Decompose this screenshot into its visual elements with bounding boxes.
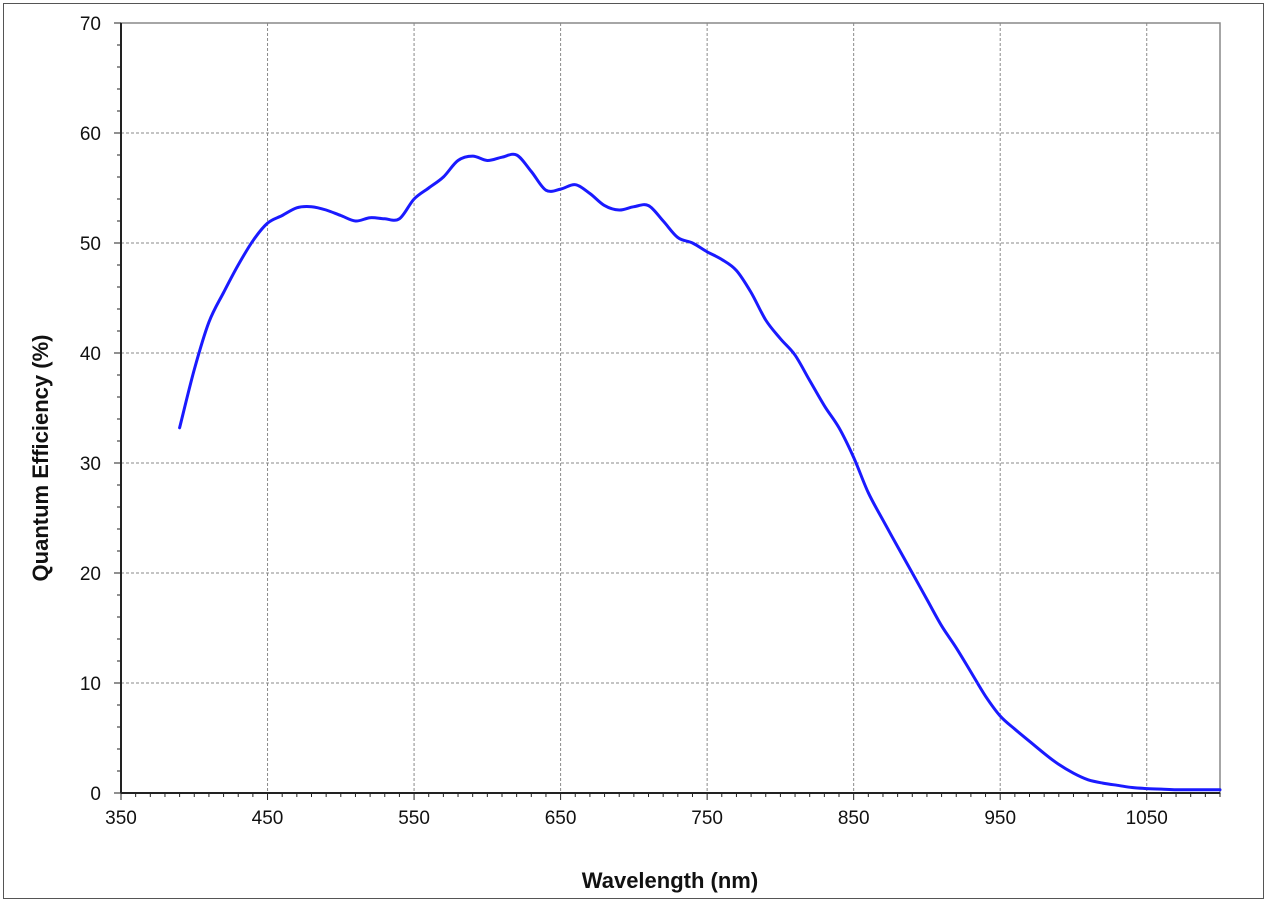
x-tick-label-850: 850 — [838, 808, 870, 829]
x-tick-label-550: 550 — [398, 808, 430, 829]
grid-lines — [121, 23, 1220, 793]
y-tick-label-10: 10 — [80, 674, 101, 695]
y-tick-label-60: 60 — [80, 124, 101, 145]
y-tick-label-20: 20 — [80, 564, 101, 585]
y-tick-labels: 0 10 20 30 40 50 60 70 — [80, 14, 101, 805]
axis-ticks — [114, 22, 1221, 800]
x-tick-labels: 350 450 550 650 750 850 950 1050 — [105, 808, 1168, 829]
y-tick-label-0: 0 — [90, 784, 101, 805]
y-tick-label-70: 70 — [80, 14, 101, 35]
x-tick-label-1050: 1050 — [1126, 808, 1168, 829]
y-tick-label-30: 30 — [80, 454, 101, 475]
chart-frame — [3, 3, 1264, 899]
y-axis-label: Quantum Efficiency (%) — [28, 335, 53, 582]
y-tick-label-50: 50 — [80, 234, 101, 255]
x-tick-label-350: 350 — [105, 808, 137, 829]
x-axis-label: Wavelength (nm) — [582, 868, 758, 893]
x-tick-label-650: 650 — [545, 808, 577, 829]
x-tick-label-950: 950 — [984, 808, 1016, 829]
plot-area-border — [120, 22, 1221, 794]
series-line-quantum-efficiency — [178, 152, 1222, 792]
x-tick-label-450: 450 — [252, 808, 284, 829]
y-tick-label-40: 40 — [80, 344, 101, 365]
x-tick-label-750: 750 — [691, 808, 723, 829]
